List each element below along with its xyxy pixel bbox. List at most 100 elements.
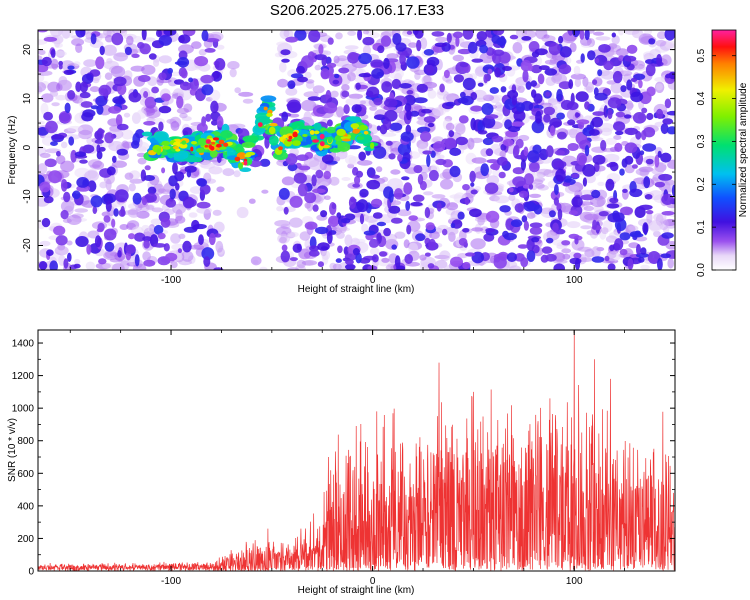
spectrogram-cell	[624, 127, 638, 136]
spectrogram-cell	[167, 67, 173, 74]
spectrogram-cell	[38, 261, 48, 270]
spectrogram-cell	[486, 175, 500, 186]
spectrogram-cell	[664, 98, 672, 109]
spectrogram-cell	[233, 170, 241, 178]
spectrogram-cell	[336, 231, 345, 239]
spectrogram-cell	[150, 218, 163, 225]
spectrogram-cell	[558, 64, 572, 75]
spectrogram-cell	[124, 46, 132, 56]
spectrogram-cell	[508, 265, 522, 270]
spectrogram-cell	[268, 126, 276, 135]
spectrogram-cell	[624, 55, 637, 62]
spectrogram-cell	[420, 131, 432, 142]
spectrogram-cell	[60, 209, 69, 220]
spectrogram-cell	[335, 32, 343, 40]
spectrogram-cell	[269, 122, 278, 127]
spectrogram-cell	[158, 121, 164, 132]
spectrogram-cell	[308, 30, 321, 43]
spectrogram-cell	[570, 73, 587, 80]
spectrogram-cell	[307, 96, 321, 101]
spectrogram-cell	[148, 53, 157, 60]
spectrogram-cell	[598, 44, 611, 53]
spectrogram-cell	[67, 65, 75, 70]
spectrogram-cell	[197, 138, 208, 146]
spectrogram-cell	[180, 81, 192, 91]
spectrogram-cell	[609, 244, 615, 252]
spectrogram-cell	[502, 139, 514, 147]
spectrogram-cell	[470, 105, 483, 112]
spectrogram-cell	[584, 30, 590, 41]
spectrogram-cell	[643, 176, 651, 189]
spectrogram-cell	[352, 128, 360, 134]
spectrogram-cell	[209, 149, 218, 158]
spectrogram-cell	[634, 236, 648, 242]
spectrogram-cell	[449, 194, 463, 199]
spectrogram-cell	[210, 146, 215, 151]
spectrogram-cell	[424, 252, 431, 257]
spectrogram-cell	[508, 194, 516, 202]
spectrogram-cell	[38, 55, 43, 61]
spectrogram-cell	[163, 30, 177, 36]
spectrogram-cell	[582, 164, 596, 177]
spectrogram-cell	[420, 37, 428, 50]
spectrogram-cell	[140, 169, 147, 182]
spectrogram-cell	[591, 189, 601, 199]
spectrogram-cell	[190, 146, 194, 152]
spectrogram-cell	[321, 154, 334, 164]
spectrogram-cell	[391, 78, 401, 90]
spectrogram-cell	[327, 37, 334, 45]
spectrogram-cell	[605, 235, 618, 243]
spectrogram-cell	[638, 204, 653, 210]
spectrogram-cell	[283, 206, 289, 215]
spectrogram-cell	[375, 166, 383, 173]
spectrogram-cell	[573, 65, 581, 76]
spectrogram-cell	[632, 30, 644, 39]
spectrogram-cell	[388, 153, 396, 160]
spectrogram-cell	[553, 160, 567, 168]
spectrogram-cell	[39, 152, 51, 158]
spectrogram-cell	[648, 38, 656, 45]
spectrogram-cell	[160, 189, 173, 195]
spectrogram-cell	[377, 45, 385, 54]
spectrogram-cell	[331, 203, 337, 210]
spectrogram-cell	[531, 237, 540, 243]
spectrogram-cell	[499, 205, 511, 213]
spectrogram-cell	[213, 267, 224, 270]
spectrogram-cell	[350, 237, 361, 247]
spectrogram-cell	[646, 211, 653, 224]
spectrogram-cell	[161, 149, 168, 156]
spectrogram-cell	[368, 238, 379, 248]
spectrogram-cell	[626, 79, 633, 91]
spectrogram-cell	[63, 191, 71, 203]
spectrogram-cell	[58, 63, 63, 70]
spectrogram-cell	[239, 167, 252, 172]
spectrogram-cell	[312, 85, 325, 94]
spectrogram-cell	[492, 168, 501, 177]
spectrogram-cell	[145, 204, 155, 210]
spectrogram-cell	[390, 200, 402, 206]
spectrogram-cell	[660, 253, 672, 259]
spectrogram-cell	[321, 56, 327, 67]
spectrogram-cell	[227, 60, 240, 70]
spectrogram-cell	[141, 224, 150, 233]
snr-ytick-label: 0	[28, 567, 34, 578]
spectrogram-cell	[572, 30, 580, 38]
spectrogram-cell	[53, 225, 66, 236]
spectrogram-cell	[300, 99, 317, 112]
spectrogram-cell	[386, 53, 399, 60]
spectrogram-cell	[564, 185, 580, 194]
spectrogram-cell	[482, 137, 494, 146]
spectrogram-cell	[558, 35, 564, 44]
spectrogram-cell	[629, 231, 642, 238]
spectrogram-cell	[601, 227, 609, 235]
spectrogram-cell	[260, 95, 277, 103]
spectrogram-cell	[477, 82, 484, 87]
spectrogram-cell	[630, 77, 638, 82]
spectrogram-frame	[37, 29, 676, 271]
spectrogram-cell	[584, 145, 590, 157]
spectrogram-cell	[435, 36, 448, 43]
spectrogram-cell	[81, 112, 94, 122]
spectrogram-cell	[238, 162, 244, 170]
spectrogram-cell	[462, 261, 471, 270]
spectrogram-cell	[38, 120, 45, 125]
